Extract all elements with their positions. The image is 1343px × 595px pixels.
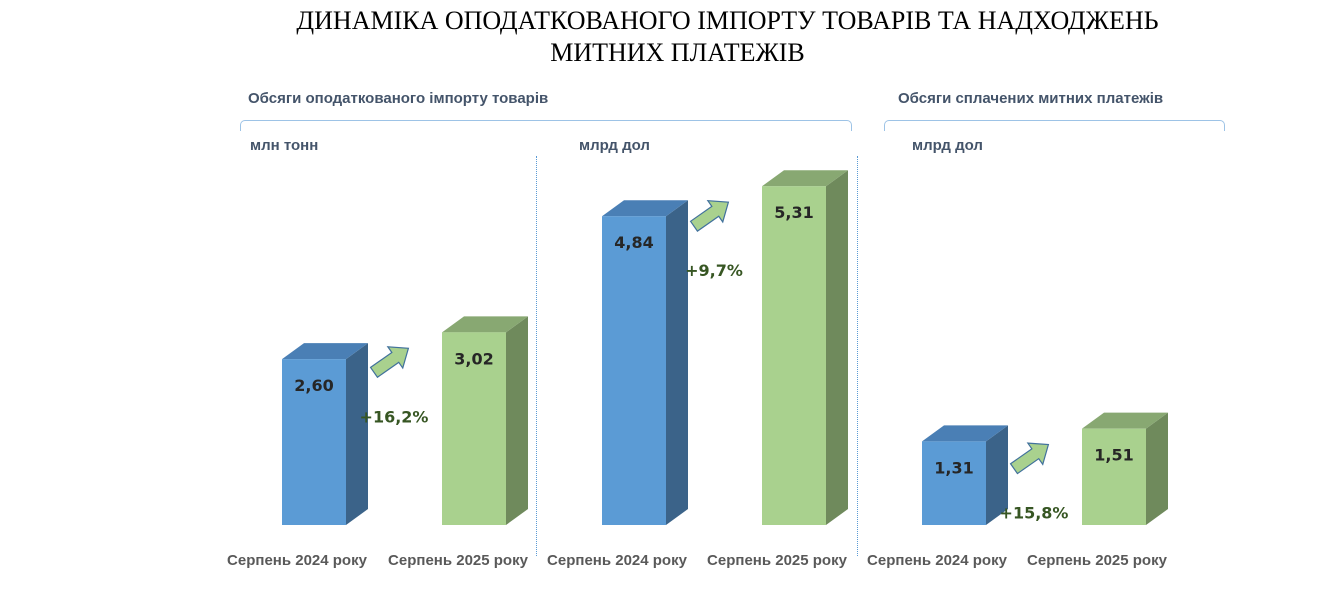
bar-top-panel2-2025 <box>762 170 848 187</box>
unit-label-panel-2: млрд дол <box>579 137 650 154</box>
panel-divider-2 <box>857 156 858 556</box>
bar-panel3-2025 <box>1082 428 1146 525</box>
import-bracket <box>240 120 852 131</box>
payments-bracket <box>884 120 1225 131</box>
bar-panel2-2025 <box>762 186 826 526</box>
growth-arrow-icon-panel1 <box>369 346 410 379</box>
value-label-panel1-2024: 2,60 <box>294 376 333 395</box>
bar-top-panel1-2025 <box>442 316 528 333</box>
bar-side-panel2-2024 <box>666 200 688 525</box>
bar-top-panel3-2024 <box>922 425 1008 442</box>
value-label-panel2-2025: 5,31 <box>774 203 813 222</box>
section-title-import: Обсяги оподаткованого імпорту товарів <box>248 90 549 107</box>
bar-side-panel3-2024 <box>986 425 1008 525</box>
x-label-panel3-2025: Серпень 2025 року <box>1027 552 1167 569</box>
value-label-panel3-2024: 1,31 <box>934 458 973 477</box>
bar-side-panel1-2025 <box>506 316 528 525</box>
bar-top-panel1-2024 <box>282 343 368 360</box>
change-label-panel3: +15,8% <box>1000 504 1069 523</box>
panel-divider-1 <box>536 156 537 556</box>
value-label-panel3-2025: 1,51 <box>1094 446 1133 465</box>
growth-arrow-icon-panel3 <box>1009 442 1050 475</box>
unit-label-panel-1: млн тонн <box>250 137 319 154</box>
bar-panel3-2024 <box>922 441 986 525</box>
bar-side-panel3-2025 <box>1146 412 1168 525</box>
x-label-panel3-2024: Серпень 2024 року <box>867 552 1007 569</box>
change-label-panel2: +9,7% <box>685 261 743 280</box>
x-label-panel2-2024: Серпень 2024 року <box>547 552 687 569</box>
value-label-panel2-2024: 4,84 <box>614 233 653 252</box>
bar-top-panel3-2025 <box>1082 412 1168 429</box>
bar-side-panel2-2025 <box>826 170 848 526</box>
change-label-panel1: +16,2% <box>360 407 429 426</box>
section-title-payments: Обсяги сплачених митних платежів <box>898 90 1164 107</box>
x-label-panel2-2025: Серпень 2025 року <box>707 552 847 569</box>
bar-top-panel2-2024 <box>602 200 688 217</box>
chart-title-line2: МИТНИХ ПЛАТЕЖІВ <box>550 38 805 67</box>
growth-arrow-icon-panel2 <box>689 199 730 232</box>
x-label-panel1-2024: Серпень 2024 року <box>227 552 367 569</box>
bar-panel1-2024 <box>282 359 346 525</box>
unit-label-panel-3: млрд дол <box>912 137 983 154</box>
chart-title-line1: ДИНАМІКА ОПОДАТКОВАНОГО ІМПОРТУ ТОВАРІВ … <box>296 6 1159 35</box>
x-label-panel1-2025: Серпень 2025 року <box>388 552 528 569</box>
value-label-panel1-2025: 3,02 <box>454 349 493 368</box>
bar-panel1-2025 <box>442 332 506 525</box>
bar-panel2-2024 <box>602 216 666 525</box>
bar-side-panel1-2024 <box>346 343 368 525</box>
